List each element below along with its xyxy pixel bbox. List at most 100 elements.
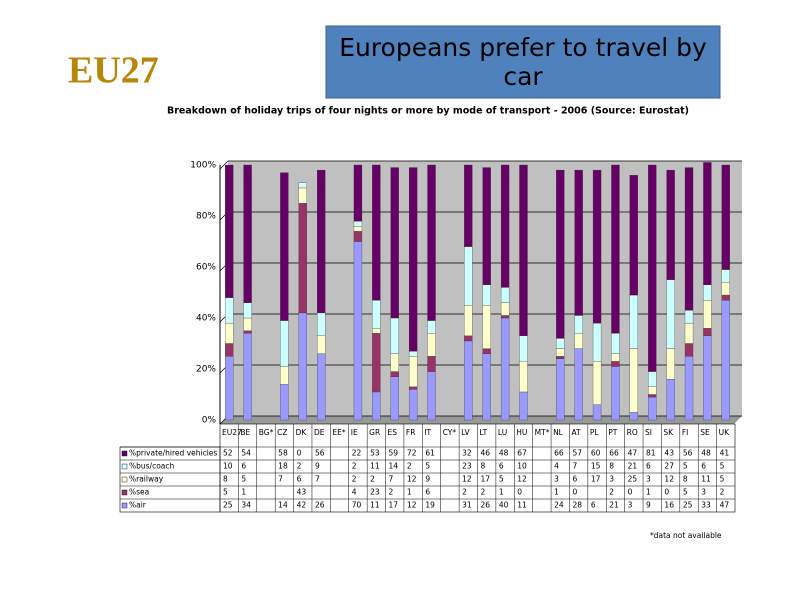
table-value: 48 — [701, 449, 711, 458]
bar-segment — [611, 366, 620, 421]
legend-label: %railway — [129, 475, 164, 484]
bar-segment — [482, 284, 491, 306]
table-value: 25 — [628, 475, 638, 484]
table-value: 1 — [499, 488, 504, 497]
legend-swatch — [121, 476, 128, 483]
bar-segment — [372, 164, 381, 301]
x-tick-label: RO — [627, 428, 638, 437]
bar-segment — [519, 391, 528, 421]
x-tick-label: PL — [590, 428, 600, 437]
y-tick-label: 80% — [196, 212, 216, 222]
bar-segment — [427, 164, 436, 321]
table-value: 12 — [517, 475, 527, 484]
bar-segment — [629, 294, 638, 349]
table-value: 72 — [407, 449, 417, 458]
bar-segment — [611, 353, 620, 362]
table-value: 48 — [499, 449, 509, 458]
bar-segment — [390, 376, 399, 421]
bar-segment — [372, 299, 381, 329]
plot-floor — [220, 416, 742, 424]
x-tick-label: MT* — [535, 428, 550, 437]
bar-segment — [464, 305, 473, 337]
bar-segment — [703, 335, 712, 421]
table-value: 7 — [315, 475, 320, 484]
table-value: 0 — [664, 488, 669, 497]
table-value: 24 — [554, 501, 564, 510]
table-value: 56 — [683, 449, 693, 458]
table-value: 5 — [425, 462, 430, 471]
title-box — [325, 25, 721, 99]
table-value: 2 — [720, 488, 725, 497]
table-value: 7 — [572, 462, 577, 471]
table-value: 43 — [297, 488, 307, 497]
table-value: 2 — [462, 488, 467, 497]
table-value: 25 — [223, 501, 233, 510]
legend-swatch — [121, 489, 128, 496]
table-value: 6 — [646, 462, 651, 471]
bar-segment — [721, 282, 730, 296]
bar-segment — [482, 167, 491, 286]
bar-segment — [298, 187, 307, 204]
bar-segment — [464, 246, 473, 306]
table-value: 31 — [462, 501, 472, 510]
bar-segment — [666, 348, 675, 380]
table-value: 7 — [389, 475, 394, 484]
bar-segment — [408, 386, 418, 390]
bar-segment — [298, 182, 307, 189]
table-value: 16 — [664, 501, 674, 510]
table-value: 19 — [425, 501, 435, 510]
bar-segment — [353, 226, 363, 232]
bar-segment — [427, 371, 436, 421]
legend-label: %bus/coach — [129, 462, 175, 471]
bar-segment — [500, 164, 510, 288]
table-value: 3 — [701, 488, 706, 497]
table-value: 6 — [591, 501, 596, 510]
bar-segment — [703, 162, 712, 285]
table-value: 2 — [389, 488, 394, 497]
bar-segment — [427, 320, 436, 334]
bar-segment — [556, 356, 565, 359]
table-value: 53 — [370, 449, 380, 458]
table-value: 10 — [517, 462, 527, 471]
x-tick-label: IT — [424, 428, 431, 437]
x-tick-label: BE — [240, 428, 250, 437]
bar-segment — [684, 322, 694, 344]
table-value: 40 — [499, 501, 509, 510]
bar-segment — [243, 164, 252, 303]
bar-segment — [703, 299, 712, 329]
table-value: 11 — [517, 501, 527, 510]
table-value: 18 — [278, 462, 288, 471]
table-value: 21 — [609, 501, 619, 510]
table-value: 0 — [517, 488, 522, 497]
bar-segment — [574, 348, 583, 421]
bar-segment — [648, 396, 657, 421]
bar-segment — [500, 315, 510, 319]
x-tick-label: EE* — [332, 428, 345, 437]
table-value: 21 — [628, 462, 638, 471]
bar-segment — [684, 343, 694, 357]
bar-segment — [721, 299, 730, 421]
table-value: 6 — [701, 462, 706, 471]
grid-line — [219, 160, 742, 170]
table-value: 8 — [683, 475, 688, 484]
bar-segment — [390, 317, 399, 354]
table-value: 2 — [297, 462, 302, 471]
x-tick-label: PT — [608, 428, 618, 437]
bar-segment — [482, 348, 491, 354]
bar-segment — [372, 333, 381, 393]
table-value: 23 — [370, 488, 380, 497]
bar-segment — [500, 287, 510, 303]
bar-segment — [225, 297, 234, 324]
bar-segment — [721, 164, 730, 270]
bar-segment — [648, 394, 657, 398]
bar-segment — [574, 315, 583, 334]
bar-segment — [482, 305, 491, 349]
bar-segment — [482, 353, 491, 421]
bar-segment — [703, 328, 712, 337]
legend-label: %private/hired vehicles — [129, 449, 217, 458]
table-value: 11 — [370, 462, 380, 471]
bar-segment — [390, 371, 399, 377]
bar-segment — [408, 389, 418, 421]
table-value: 56 — [315, 449, 325, 458]
bar-segment — [519, 164, 528, 337]
